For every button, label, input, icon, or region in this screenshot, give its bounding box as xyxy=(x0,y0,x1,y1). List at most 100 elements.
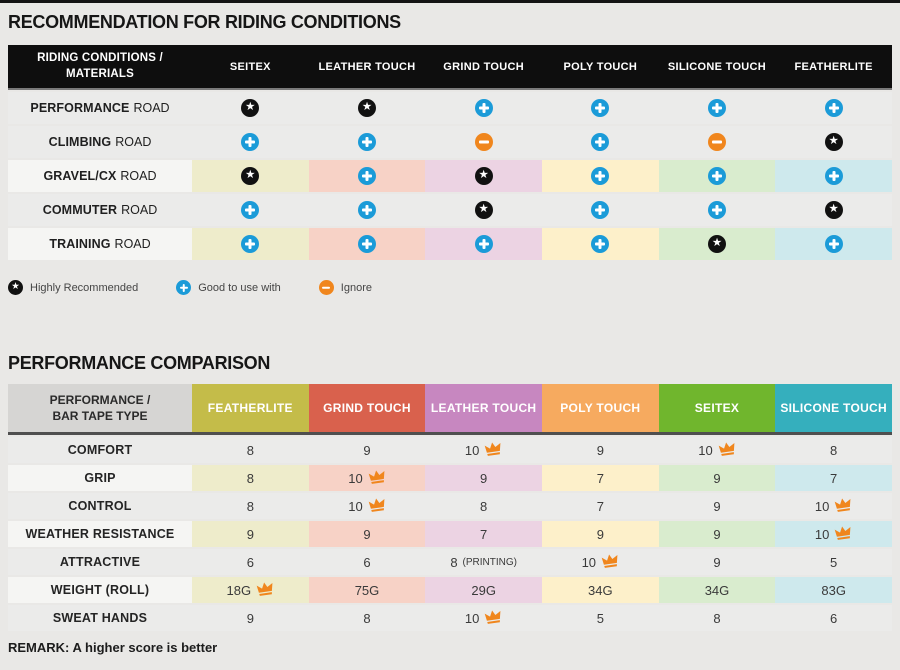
recommendation-cell xyxy=(541,92,659,124)
minus-icon xyxy=(707,133,726,151)
score-cell: 10 xyxy=(541,549,659,575)
legend-item-star: ★ Highly Recommended xyxy=(8,280,138,295)
score-value: 8 xyxy=(246,442,254,458)
riding-row-label-rest: ROAD xyxy=(114,237,151,251)
plus-icon xyxy=(357,201,376,219)
plus-icon xyxy=(824,167,843,185)
column-header-silicone-touch: SILICONE TOUCH xyxy=(775,384,892,432)
recommendation-cell xyxy=(192,228,309,260)
plus-icon xyxy=(241,201,260,219)
plus-icon xyxy=(824,235,843,253)
performance-row-label: COMFORT xyxy=(8,437,192,463)
score-cell: 9 xyxy=(425,465,542,491)
recommendation-cell xyxy=(658,92,776,124)
recommendation-cell xyxy=(658,194,776,226)
star-icon: ★ xyxy=(474,201,493,219)
column-header-leather-touch: LEATHER TOUCH xyxy=(318,60,416,73)
recommendation-cell xyxy=(658,160,776,192)
score-cell: 8 xyxy=(192,465,309,491)
score-cell: 34G xyxy=(658,577,776,603)
score-cell: 75G xyxy=(308,577,426,603)
recommendation-cell xyxy=(775,160,892,192)
corner-header-line: MATERIALS xyxy=(65,67,135,80)
score-cell: 10 xyxy=(308,493,426,519)
performance-row-weight-roll: WEIGHT (ROLL) 18G 75G 29G 34G 34G 83G xyxy=(8,577,892,603)
legend-label: Ignore xyxy=(340,281,372,294)
score-value: 9 xyxy=(713,470,721,486)
score-cell: 6 xyxy=(308,549,426,575)
legend-item-minus: Ignore xyxy=(318,280,372,295)
score-cell: 9 xyxy=(541,437,659,463)
score-value: 5 xyxy=(830,554,838,570)
score-cell: 9 xyxy=(192,605,309,631)
riding-table-header-row: RIDING CONDITIONS / MATERIALS SEITEX LEATHE… xyxy=(8,45,892,88)
score-value: 10 xyxy=(348,470,363,486)
plus-icon xyxy=(591,235,610,253)
riding-row-label-rest: ROAD xyxy=(133,101,170,115)
recommendation-cell: ★ xyxy=(192,92,309,124)
recommendation-cell xyxy=(308,194,426,226)
riding-conditions-title: RECOMMENDATION FOR RIDING CONDITIONS xyxy=(8,12,401,32)
score-cell: 5 xyxy=(541,605,659,631)
score-value: 9 xyxy=(713,498,721,514)
riding-conditions-table: RIDING CONDITIONS / MATERIALS SEITEX LEATHE… xyxy=(8,45,892,260)
plus-icon xyxy=(707,99,726,117)
column-header-grind-touch: GRIND TOUCH xyxy=(308,384,426,432)
column-header-grind-touch: GRIND TOUCH xyxy=(443,60,525,73)
score-value: 9 xyxy=(246,526,254,542)
plus-icon xyxy=(591,99,610,117)
riding-row-label: CLIMBING ROAD xyxy=(8,126,192,158)
recommendation-cell: ★ xyxy=(658,228,776,260)
score-value: 34G xyxy=(588,582,613,598)
score-value: 6 xyxy=(246,554,254,570)
score-cell: 7 xyxy=(541,493,659,519)
score-value: 34G xyxy=(704,582,730,598)
score-cell: 9 xyxy=(658,493,776,519)
score-cell: 9 xyxy=(658,465,776,491)
score-value: 6 xyxy=(363,554,371,570)
score-value: 8 xyxy=(246,498,254,514)
legend-label: Good to use with xyxy=(198,281,281,294)
performance-row-attractive: ATTRACTIVE 6 6 8 (PRINTING) 10 9 5 xyxy=(8,549,892,575)
riding-row-label-rest: ROAD xyxy=(115,135,152,149)
recommendation-cell xyxy=(425,92,542,124)
score-cell: 10 xyxy=(308,465,426,491)
icon-legend: ★ Highly Recommended Good to use with Ignor… xyxy=(8,280,892,295)
plus-icon xyxy=(241,235,260,253)
score-value: 10 xyxy=(348,498,363,514)
plus-icon xyxy=(241,133,260,151)
score-cell: 10 xyxy=(775,493,892,519)
score-cell: 8 xyxy=(658,605,776,631)
score-value: 75G xyxy=(354,582,380,598)
score-value: 8 xyxy=(713,610,721,626)
plus-icon xyxy=(357,235,376,253)
score-value: 9 xyxy=(713,554,721,570)
plus-icon xyxy=(707,201,726,219)
recommendation-cell xyxy=(658,126,776,158)
recommendation-cell xyxy=(308,228,426,260)
score-cell: 9 xyxy=(308,437,426,463)
score-cell: 7 xyxy=(775,465,892,491)
star-icon: ★ xyxy=(357,99,376,117)
column-header-featherlite: FEATHERLITE xyxy=(192,384,309,432)
star-icon: ★ xyxy=(707,235,726,253)
score-value: 9 xyxy=(363,442,371,458)
score-cell: 8 xyxy=(192,493,309,519)
score-cell: 8 xyxy=(775,437,892,463)
score-value: 9 xyxy=(596,526,604,542)
performance-table-header-row: PERFORMANCE / BAR TAPE TYPE FEATHERLITE GRI… xyxy=(8,384,892,432)
riding-row-label-strong: GRAVEL/CX xyxy=(43,169,117,183)
performance-row-grip: GRIP 8 10 9 7 9 7 xyxy=(8,465,892,491)
performance-row-sweat-hands: SWEAT HANDS 9 8 10 5 8 6 xyxy=(8,605,892,631)
score-cell: 9 xyxy=(308,521,426,547)
performance-row-label: WEIGHT (ROLL) xyxy=(8,577,192,603)
performance-comparison-title: PERFORMANCE COMPARISON xyxy=(8,353,271,373)
score-cell: 6 xyxy=(775,605,892,631)
crown-icon xyxy=(601,554,618,568)
score-value: 9 xyxy=(480,470,488,486)
performance-row-label: GRIP xyxy=(8,465,192,491)
score-cell: 7 xyxy=(425,521,542,547)
recommendation-cell xyxy=(541,126,659,158)
plus-icon xyxy=(474,99,493,117)
score-value: 10 xyxy=(464,442,480,458)
